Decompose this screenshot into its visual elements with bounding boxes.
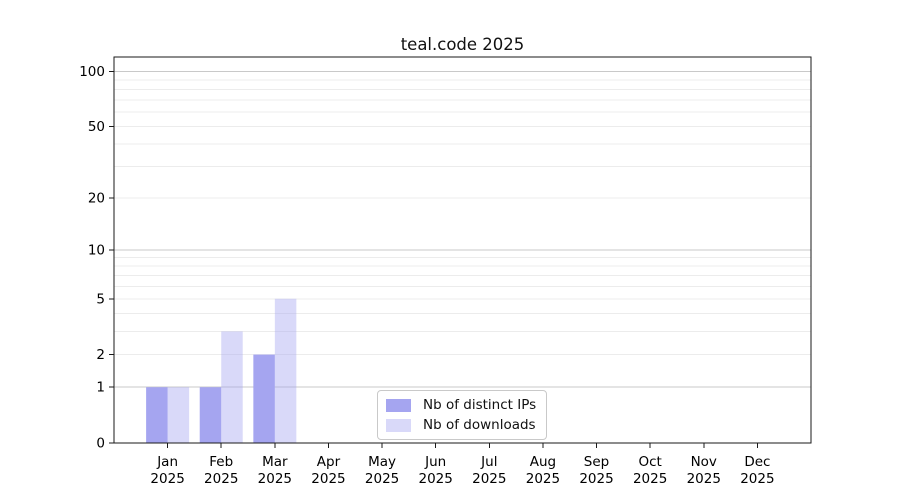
x-tick-label-year: 2025	[150, 471, 184, 487]
x-tick-label-year: 2025	[740, 471, 774, 487]
y-tick-label: 100	[79, 64, 105, 80]
legend: Nb of distinct IPs Nb of downloads	[377, 390, 548, 440]
chart-title: teal.code 2025	[400, 35, 525, 54]
x-tick-label-year: 2025	[311, 471, 345, 487]
bar-Nb of distinct IPs-Jan	[146, 387, 168, 443]
bar-Nb of downloads-Jan	[167, 387, 190, 443]
x-tick-label-month: Jul	[480, 454, 497, 470]
x-tick-label-month: Nov	[691, 454, 717, 470]
x-tick-label-year: 2025	[419, 471, 453, 487]
x-tick-label-month: Jun	[424, 454, 446, 470]
x-tick-label-month: Oct	[638, 454, 661, 470]
x-tick-label-year: 2025	[472, 471, 506, 487]
y-tick-label: 1	[96, 380, 105, 396]
x-tick-label-month: Mar	[262, 454, 288, 470]
x-tick-label-month: Dec	[744, 454, 770, 470]
y-tick-label: 0	[96, 436, 105, 452]
legend-item: Nb of distinct IPs	[386, 397, 536, 413]
x-tick-label-year: 2025	[204, 471, 238, 487]
y-tick-label: 20	[88, 190, 105, 206]
legend-item: Nb of downloads	[386, 417, 536, 433]
bar-Nb of distinct IPs-Feb	[199, 387, 222, 443]
x-tick-label-year: 2025	[365, 471, 399, 487]
x-tick-label-year: 2025	[579, 471, 613, 487]
x-tick-label-month: Apr	[317, 454, 341, 470]
y-tick-label: 50	[88, 119, 105, 135]
x-tick-label-month: May	[368, 454, 396, 470]
legend-item-label: Nb of distinct IPs	[423, 397, 537, 413]
x-tick-label-month: Feb	[209, 454, 233, 470]
legend-swatch-icon	[386, 398, 411, 412]
x-tick-label-month: Sep	[584, 454, 609, 470]
bar-Nb of downloads-Feb	[221, 331, 243, 443]
y-tick-label: 10	[88, 243, 105, 259]
y-tick-label: 5	[96, 291, 105, 307]
bar-Nb of downloads-Mar	[274, 298, 297, 443]
y-tick-label: 2	[96, 347, 105, 363]
x-tick-label-year: 2025	[687, 471, 721, 487]
x-tick-label-month: Aug	[530, 454, 556, 470]
legend-swatch-icon	[386, 418, 411, 432]
legend-item-label: Nb of downloads	[423, 417, 536, 433]
x-tick-label-year: 2025	[526, 471, 560, 487]
x-tick-label-year: 2025	[633, 471, 667, 487]
bar-Nb of distinct IPs-Mar	[253, 354, 275, 443]
x-tick-label-year: 2025	[258, 471, 292, 487]
x-tick-label-month: Jan	[156, 454, 178, 470]
